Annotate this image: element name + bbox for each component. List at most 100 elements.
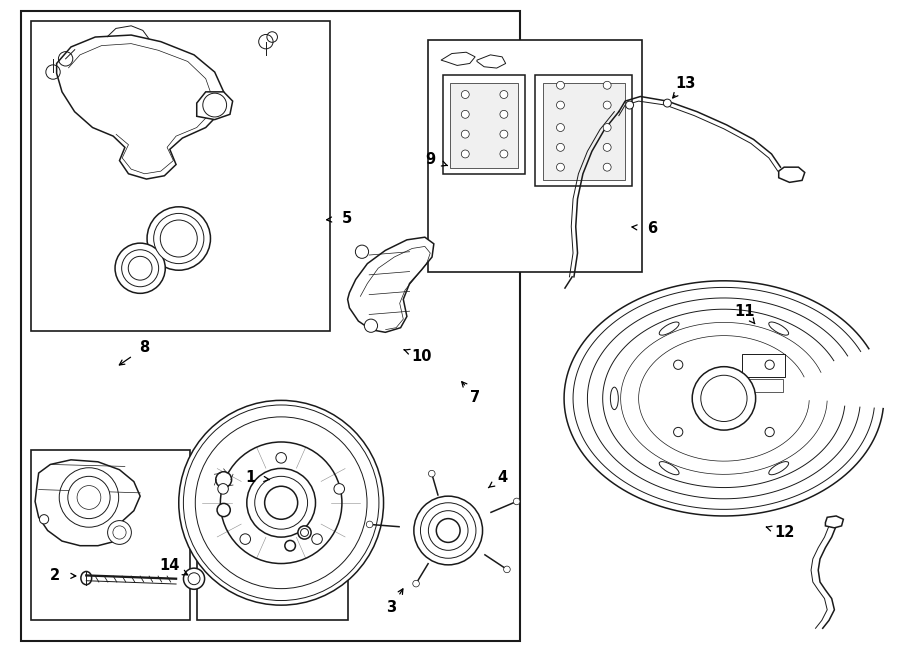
Circle shape <box>265 487 298 519</box>
Circle shape <box>179 401 383 605</box>
Bar <box>21 11 520 641</box>
Text: 13: 13 <box>675 75 696 91</box>
Text: 14: 14 <box>159 558 180 573</box>
Circle shape <box>195 417 367 589</box>
Text: 10: 10 <box>411 349 431 363</box>
Circle shape <box>216 472 231 488</box>
Bar <box>197 450 347 620</box>
Bar <box>428 40 643 271</box>
Circle shape <box>255 477 308 529</box>
Circle shape <box>428 510 468 550</box>
Circle shape <box>603 164 611 171</box>
Circle shape <box>462 130 469 138</box>
Circle shape <box>500 111 508 118</box>
Circle shape <box>188 573 200 585</box>
Circle shape <box>414 496 482 565</box>
Text: 6: 6 <box>647 221 657 236</box>
Circle shape <box>218 484 229 494</box>
Circle shape <box>413 581 419 587</box>
Circle shape <box>603 124 611 132</box>
Circle shape <box>663 99 671 107</box>
Circle shape <box>504 566 510 573</box>
Circle shape <box>364 319 378 332</box>
Circle shape <box>247 469 316 537</box>
Circle shape <box>59 468 119 527</box>
Text: 12: 12 <box>774 525 795 540</box>
Circle shape <box>220 442 342 563</box>
Circle shape <box>500 130 508 138</box>
Circle shape <box>603 81 611 89</box>
Text: 9: 9 <box>425 152 436 167</box>
Circle shape <box>298 526 311 539</box>
Circle shape <box>420 502 476 558</box>
Polygon shape <box>825 516 843 528</box>
Circle shape <box>673 360 683 369</box>
Circle shape <box>154 213 204 263</box>
Bar <box>742 354 785 377</box>
Circle shape <box>147 207 211 270</box>
Bar <box>450 83 518 169</box>
Circle shape <box>184 405 379 600</box>
Circle shape <box>356 245 369 258</box>
Circle shape <box>513 498 520 504</box>
Circle shape <box>217 503 230 516</box>
Circle shape <box>276 453 286 463</box>
Circle shape <box>765 428 774 437</box>
Circle shape <box>366 521 373 528</box>
Bar <box>743 379 783 392</box>
Circle shape <box>556 144 564 152</box>
Bar <box>536 75 633 185</box>
Bar <box>443 75 526 173</box>
Circle shape <box>77 486 101 509</box>
Circle shape <box>428 470 435 477</box>
Text: 2: 2 <box>50 568 60 583</box>
Text: 3: 3 <box>387 600 397 614</box>
Circle shape <box>108 520 131 544</box>
Circle shape <box>277 502 291 516</box>
Circle shape <box>311 534 322 544</box>
Circle shape <box>462 111 469 118</box>
Circle shape <box>626 101 634 109</box>
Text: 8: 8 <box>140 340 149 355</box>
Circle shape <box>500 150 508 158</box>
Circle shape <box>556 164 564 171</box>
Circle shape <box>673 428 683 437</box>
Circle shape <box>334 484 345 494</box>
Circle shape <box>701 375 747 422</box>
Polygon shape <box>57 35 224 179</box>
Polygon shape <box>347 237 434 332</box>
Text: 11: 11 <box>734 304 755 318</box>
Circle shape <box>280 505 288 513</box>
Circle shape <box>267 32 277 42</box>
Circle shape <box>68 477 110 518</box>
Text: 5: 5 <box>342 211 352 226</box>
Circle shape <box>115 243 166 293</box>
Circle shape <box>556 124 564 132</box>
Polygon shape <box>35 460 140 545</box>
Circle shape <box>462 91 469 99</box>
Text: 1: 1 <box>246 470 256 485</box>
Circle shape <box>184 568 204 589</box>
Circle shape <box>556 81 564 89</box>
Polygon shape <box>197 92 233 120</box>
Circle shape <box>122 250 158 287</box>
Circle shape <box>240 534 250 544</box>
Circle shape <box>129 256 152 280</box>
Circle shape <box>285 540 295 551</box>
Circle shape <box>202 93 227 117</box>
Circle shape <box>603 144 611 152</box>
Bar <box>543 83 625 180</box>
Bar <box>31 21 329 331</box>
Circle shape <box>556 101 564 109</box>
Circle shape <box>301 528 309 536</box>
Circle shape <box>500 91 508 99</box>
Text: 7: 7 <box>470 389 481 404</box>
Circle shape <box>765 360 774 369</box>
Circle shape <box>160 220 197 257</box>
Polygon shape <box>778 167 805 182</box>
Circle shape <box>692 367 756 430</box>
Circle shape <box>40 514 49 524</box>
Bar <box>31 450 191 620</box>
Circle shape <box>462 150 469 158</box>
Circle shape <box>112 526 126 539</box>
